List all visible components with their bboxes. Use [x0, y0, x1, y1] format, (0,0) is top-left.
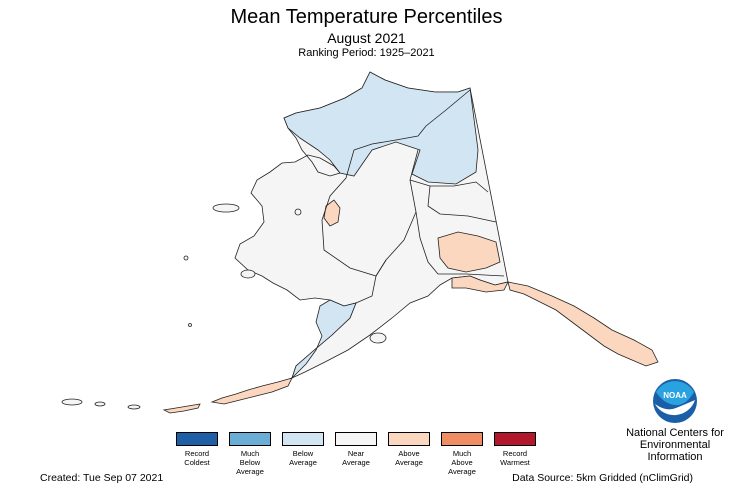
agency-name: National Centers for Environmental Infor… [626, 427, 724, 463]
legend-item-below-average: Below Average [276, 432, 330, 467]
legend-label: Above Average [395, 449, 423, 467]
legend-item-much-above-average: Much Above Average [435, 432, 489, 476]
division-boundary [427, 185, 497, 223]
legend-swatch [282, 432, 324, 446]
region-below-arctic [283, 71, 479, 185]
legend-swatch [335, 432, 377, 446]
aleutian-islands [210, 377, 293, 405]
nunivak-island [240, 269, 256, 279]
region-above-interior [437, 231, 501, 273]
small-island [183, 255, 189, 261]
division-boundary [321, 149, 419, 277]
division-boundary [353, 89, 471, 151]
legend-item-much-below-average: Much Below Average [223, 432, 277, 476]
region-below-southwest [291, 299, 357, 379]
map-title: Mean Temperature Percentiles [230, 6, 503, 28]
legend-label: Much Below Average [236, 449, 264, 476]
region-above-south-coast [451, 275, 509, 293]
legend-swatch [441, 432, 483, 446]
created-date: Created: Tue Sep 07 2021 [40, 472, 164, 484]
st-lawrence-island [212, 203, 240, 213]
legend-item-above-average: Above Average [382, 432, 436, 467]
legend-swatch [176, 432, 218, 446]
small-island [188, 323, 192, 327]
legend-swatch [388, 432, 430, 446]
noaa-logo-text: NOAA [663, 391, 687, 400]
legend-swatch [229, 432, 271, 446]
aleutian-far-west [61, 398, 83, 406]
division-boundary [355, 259, 387, 304]
legend-label: Record Coldest [184, 449, 210, 467]
kodiak-island [369, 332, 387, 344]
aleutian-islands-west [162, 403, 201, 414]
legend-label: Below Average [289, 449, 317, 467]
division-boundary [415, 211, 505, 277]
aleutian-far-west [127, 404, 141, 410]
legend: Record Coldest Much Below Average Below … [170, 432, 540, 482]
legend-label: Record Warmest [500, 449, 530, 467]
legend-label: Much Above Average [448, 449, 476, 476]
alaska-panhandle [507, 281, 659, 367]
legend-swatch [494, 432, 536, 446]
legend-item-near-average: Near Average [329, 432, 383, 467]
region-above-west [323, 199, 341, 227]
legend-item-record-coldest: Record Coldest [170, 432, 224, 467]
map-subtitle: August 2021 [327, 30, 406, 46]
legend-item-record-warmest: Record Warmest [488, 432, 542, 467]
division-boundary [409, 179, 489, 193]
aleutian-far-west [94, 401, 106, 407]
data-source: Data Source: 5km Gridded (nClimGrid) [512, 472, 693, 484]
noaa-logo: NOAA [653, 379, 697, 423]
legend-label: Near Average [342, 449, 370, 467]
small-island [294, 208, 302, 216]
ranking-period: Ranking Period: 1925–2021 [298, 47, 435, 59]
